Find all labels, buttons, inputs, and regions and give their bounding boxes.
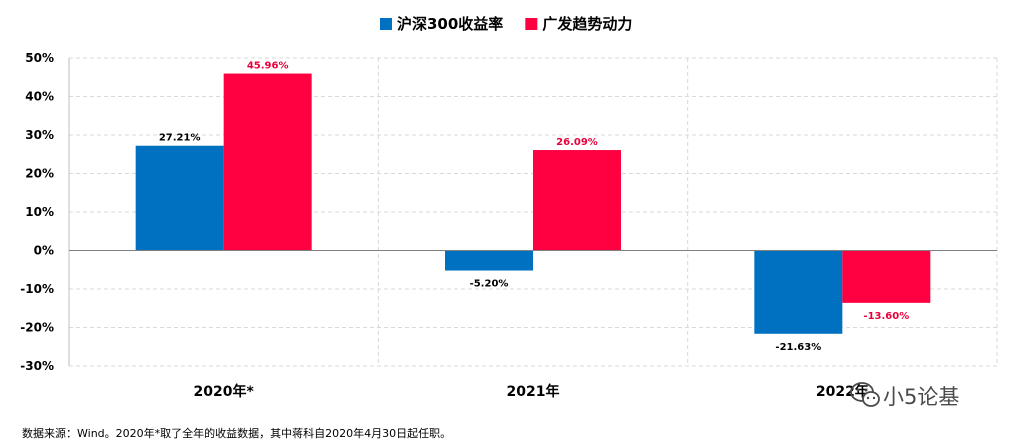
bar: [223, 73, 312, 251]
watermark: 小5论基: [850, 382, 959, 409]
y-tick-label: -20%: [20, 321, 54, 335]
y-axis: 50% 40% 30% 20% 10% 0% -10% -20% -30%: [20, 51, 70, 373]
wechat-icon: [850, 382, 880, 407]
y-tick-label: 20%: [25, 167, 54, 181]
y-tick-label: 30%: [25, 128, 54, 142]
x-tick-label: 2020年*: [194, 383, 255, 400]
bar: [754, 250, 843, 334]
x-tick-label: 2021年: [507, 383, 560, 400]
data-label: 27.21%: [159, 133, 201, 144]
data-label: -5.20%: [470, 279, 509, 290]
y-tick-label: 0%: [34, 244, 54, 258]
data-label: 26.09%: [556, 137, 598, 148]
data-label: 45.96%: [247, 61, 289, 72]
y-tick-label: 40%: [25, 90, 54, 104]
legend-label: 广发趋势动力: [542, 15, 632, 33]
y-tick-label: -10%: [20, 282, 54, 296]
bar: [445, 250, 533, 271]
bar: [135, 145, 224, 251]
bar: [533, 150, 621, 251]
data-labels: 27.21% 45.96% -5.20% 26.09% -21.63% -13.60%: [159, 61, 909, 353]
x-tick-label: 2022年: [816, 383, 869, 400]
legend-label: 沪深300收益率: [397, 15, 503, 33]
x-axis: 2020年* 2021年 2022年: [69, 250, 997, 400]
y-tick-label: 50%: [25, 51, 54, 65]
bars: [135, 73, 931, 334]
watermark-text: 小5论基: [883, 385, 959, 409]
legend-swatch: [380, 18, 392, 30]
legend-swatch: [525, 18, 538, 30]
y-tick-label: 10%: [25, 205, 54, 219]
data-label: -13.60%: [863, 311, 909, 322]
legend: 沪深300收益率 广发趋势动力: [380, 15, 632, 33]
source-footnote: 数据来源：Wind。2020年*取了全年的收益数据，其中蒋科自2020年4月30…: [22, 426, 451, 440]
data-label: -21.63%: [775, 342, 821, 353]
bar: [842, 250, 931, 303]
y-tick-label: -30%: [20, 359, 54, 373]
